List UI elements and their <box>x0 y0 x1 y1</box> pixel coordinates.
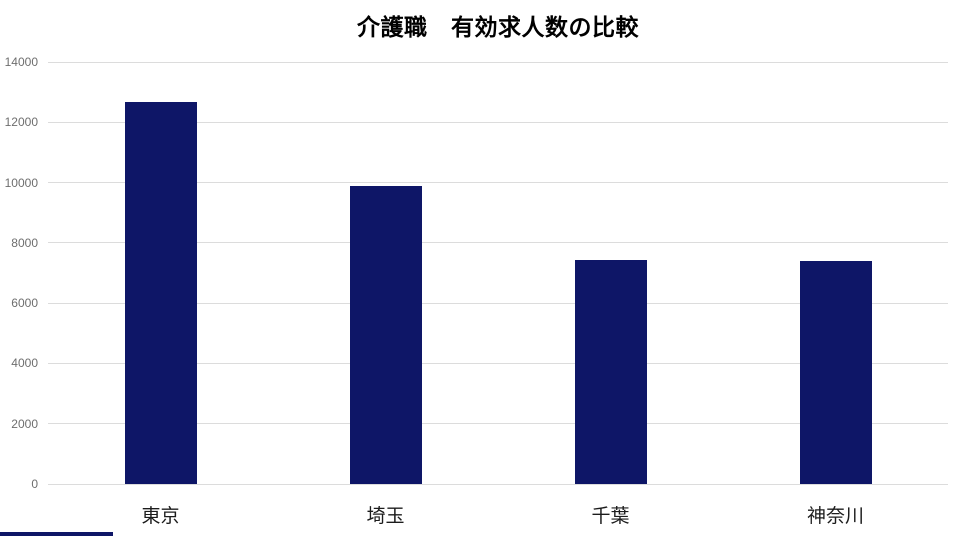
gridline <box>48 302 948 304</box>
bar-埼玉 <box>349 186 422 484</box>
gridline <box>48 61 948 63</box>
gridline <box>48 182 948 184</box>
y-axis-tick-label: 6000 <box>11 296 38 311</box>
x-axis-category-label: 神奈川 <box>806 506 864 527</box>
gridline <box>48 423 948 425</box>
y-axis-tick-label: 4000 <box>11 356 38 371</box>
y-axis-tick-label: 0 <box>31 477 38 491</box>
bar-千葉 <box>574 260 647 484</box>
gridline <box>48 121 948 123</box>
plot-area: 0 2000 4000 6000 8000 10000 12000 14000 東京 埼玉 千葉 神奈… <box>5 55 948 527</box>
x-axis-category-label: 千葉 <box>591 506 630 527</box>
chart-title: 介護職 有効求人数の比較 <box>357 14 639 40</box>
bar-神奈川 <box>799 260 872 484</box>
bottom-edge-strip <box>0 532 113 536</box>
y-axis-tick-label: 14000 <box>4 55 38 69</box>
y-axis-tick-label: 2000 <box>11 416 38 431</box>
gridline <box>48 483 948 485</box>
x-axis-category-label: 埼玉 <box>366 506 405 527</box>
y-axis-tick-label: 12000 <box>4 115 38 130</box>
y-axis-tick-label: 10000 <box>4 175 38 190</box>
gridline <box>48 362 948 364</box>
gridline <box>48 242 948 244</box>
y-axis-tick-label: 8000 <box>11 235 38 250</box>
x-axis-category-label: 東京 <box>141 506 180 527</box>
bar-東京 <box>124 101 197 484</box>
